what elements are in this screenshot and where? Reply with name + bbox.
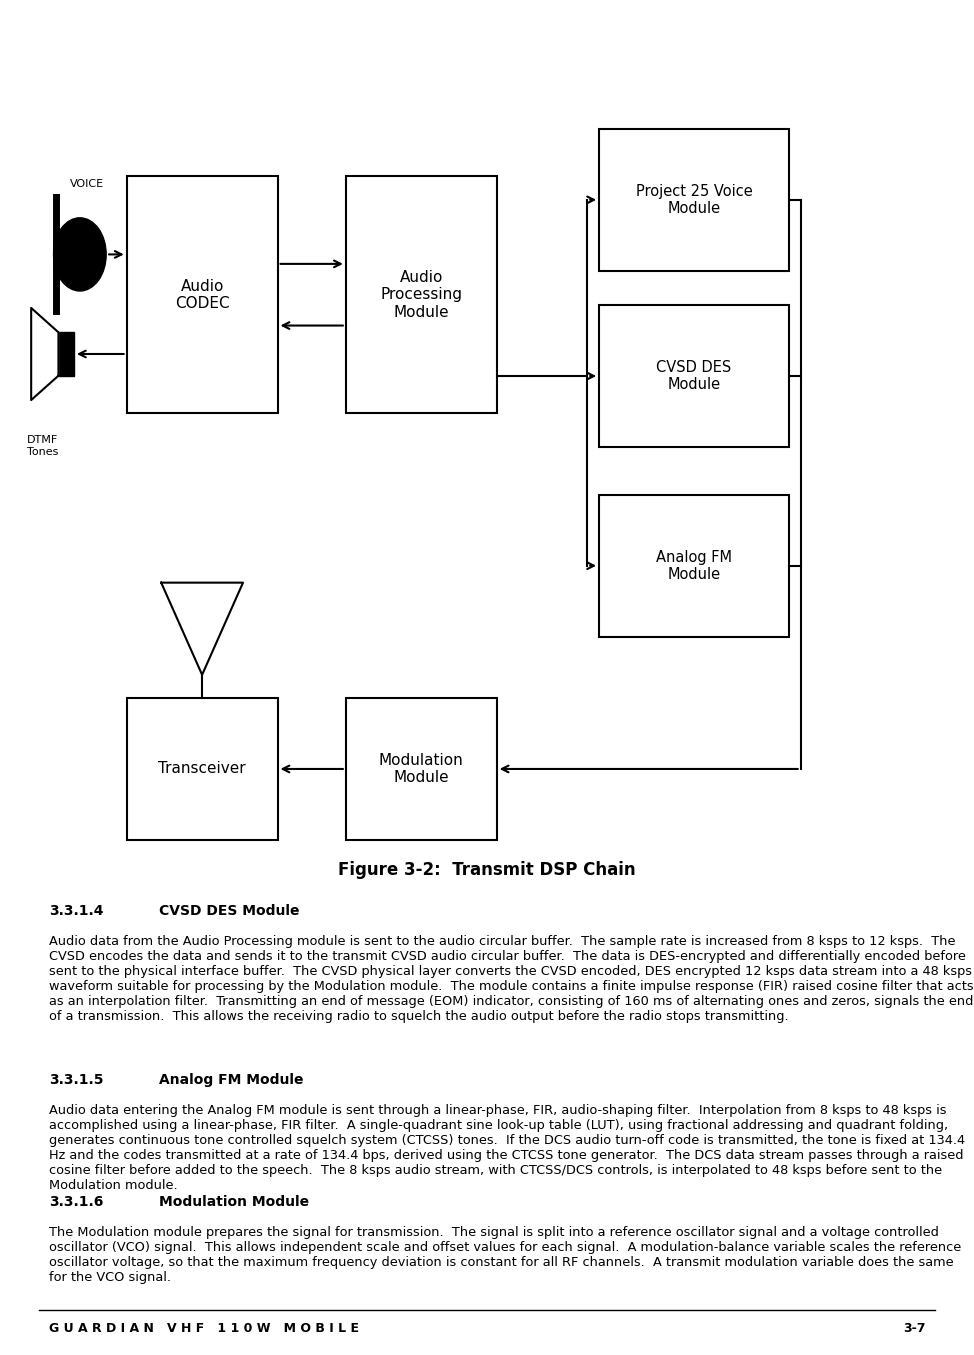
FancyBboxPatch shape: [346, 698, 497, 840]
Text: DTMF
Tones: DTMF Tones: [27, 435, 58, 457]
FancyBboxPatch shape: [127, 698, 278, 840]
Text: Audio
CODEC: Audio CODEC: [174, 279, 230, 310]
FancyBboxPatch shape: [346, 176, 497, 413]
Text: Project 25 Voice
Module: Project 25 Voice Module: [636, 184, 752, 215]
Text: CVSD DES
Module: CVSD DES Module: [656, 360, 731, 392]
Text: Modulation
Module: Modulation Module: [379, 753, 464, 785]
Text: Figure 3-2:  Transmit DSP Chain: Figure 3-2: Transmit DSP Chain: [338, 860, 636, 879]
Text: Analog FM
Module: Analog FM Module: [656, 550, 732, 581]
Text: 3.3.1.5: 3.3.1.5: [49, 1073, 103, 1087]
Bar: [58, 332, 74, 375]
FancyBboxPatch shape: [599, 495, 789, 637]
Text: 3.3.1.6: 3.3.1.6: [49, 1195, 103, 1209]
Text: Audio data from the Audio Processing module is sent to the audio circular buffer: Audio data from the Audio Processing mod…: [49, 935, 973, 1023]
Text: G U A R D I A N   V H F   1 1 0 W   M O B I L E: G U A R D I A N V H F 1 1 0 W M O B I L …: [49, 1322, 358, 1336]
Text: Analog FM Module: Analog FM Module: [159, 1073, 303, 1087]
FancyBboxPatch shape: [127, 176, 278, 413]
Circle shape: [54, 218, 106, 291]
Text: 3.3.1.4: 3.3.1.4: [49, 904, 103, 917]
Polygon shape: [31, 308, 58, 400]
Text: Transceiver: Transceiver: [159, 762, 245, 776]
Text: Audio
Processing
Module: Audio Processing Module: [380, 270, 463, 320]
Text: The Modulation module prepares the signal for transmission.  The signal is split: The Modulation module prepares the signa…: [49, 1226, 961, 1285]
FancyBboxPatch shape: [599, 129, 789, 271]
Text: Modulation Module: Modulation Module: [159, 1195, 309, 1209]
FancyBboxPatch shape: [599, 305, 789, 447]
Text: CVSD DES Module: CVSD DES Module: [159, 904, 299, 917]
Text: Audio data entering the Analog FM module is sent through a linear-phase, FIR, au: Audio data entering the Analog FM module…: [49, 1104, 965, 1192]
Text: 3-7: 3-7: [903, 1322, 925, 1336]
Text: VOICE: VOICE: [70, 179, 104, 190]
